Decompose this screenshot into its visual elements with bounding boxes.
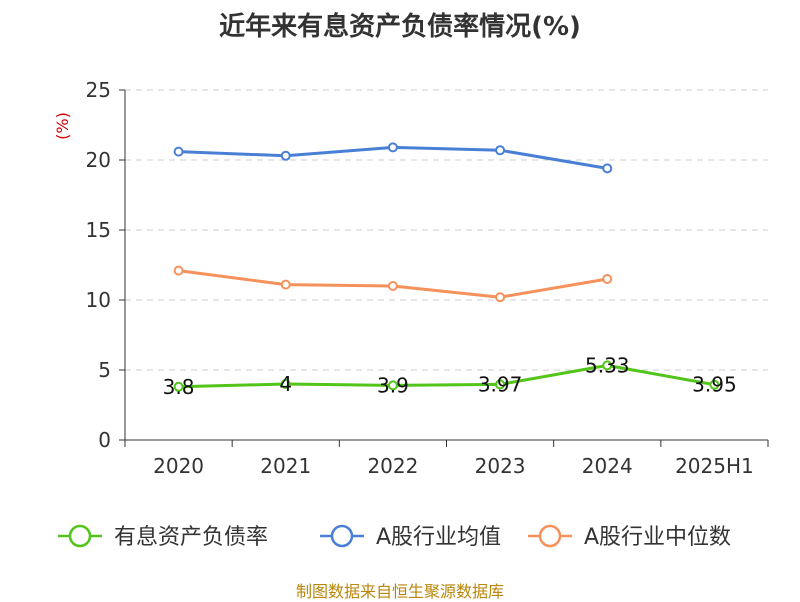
- data-point: [602, 360, 613, 371]
- data-label: 4: [279, 372, 292, 396]
- data-point: [280, 379, 291, 389]
- data-point: [387, 281, 398, 291]
- y-tick-label: 10: [86, 288, 111, 312]
- data-label: 3.8: [163, 375, 195, 399]
- legend-swatch-marker: [68, 524, 92, 548]
- y-tick-label: 20: [86, 148, 111, 172]
- data-point: [173, 381, 184, 392]
- series-line: [178, 363, 715, 389]
- y-tick-label: 15: [86, 218, 111, 242]
- legend: 有息资产负债率 A股行业均值 A股行业中位数: [58, 524, 731, 550]
- legend-item-label: A股行业中位数: [584, 525, 731, 550]
- data-label: 5.33: [585, 353, 630, 377]
- x-tick-label: 2022: [367, 454, 418, 478]
- data-label: 3.95: [692, 373, 737, 397]
- data-point: [387, 142, 398, 153]
- x-tick-label: 2024: [582, 454, 633, 478]
- y-tick-label: 0: [98, 428, 111, 452]
- y-tick-label: 5: [98, 358, 111, 382]
- x-tick-label: 2025H1: [675, 454, 754, 478]
- data-point: [709, 379, 720, 390]
- data-point: [173, 265, 184, 276]
- data-label: 3.9: [377, 373, 409, 397]
- data-point: [280, 150, 291, 161]
- x-tick-label: 2023: [475, 454, 526, 478]
- legend-swatch-marker: [330, 524, 354, 548]
- data-point: [602, 163, 613, 174]
- source-note: 制图数据来自恒生聚源数据库: [295, 582, 504, 601]
- y-axis-unit: (%): [53, 112, 72, 140]
- grid-lines: [125, 89, 768, 371]
- y-tick-label: 25: [86, 78, 111, 102]
- data-label: 3.97: [478, 372, 523, 396]
- data-point: [602, 274, 613, 284]
- legend-item-label: A股行业均值: [376, 525, 501, 550]
- x-tick-label: 2021: [260, 454, 311, 478]
- data-point: [495, 145, 506, 156]
- x-tick-label: 2020: [153, 454, 204, 478]
- legend-item-label: 有息资产负债率: [114, 525, 268, 550]
- axes: 0 5 10 15 20 25 2020 2021 2022 2023 2024 2025H1: [86, 78, 769, 478]
- data-point: [280, 279, 291, 290]
- legend-swatch-marker: [538, 524, 562, 548]
- data-point: [495, 379, 506, 390]
- data-point: [387, 380, 398, 391]
- chart-title: 近年来有息资产负债率情况(%): [219, 12, 581, 42]
- series-layer: 3.8 4 3.9 3.97 5.33 3.95: [163, 142, 737, 399]
- data-point: [495, 292, 506, 303]
- data-point: [173, 146, 184, 157]
